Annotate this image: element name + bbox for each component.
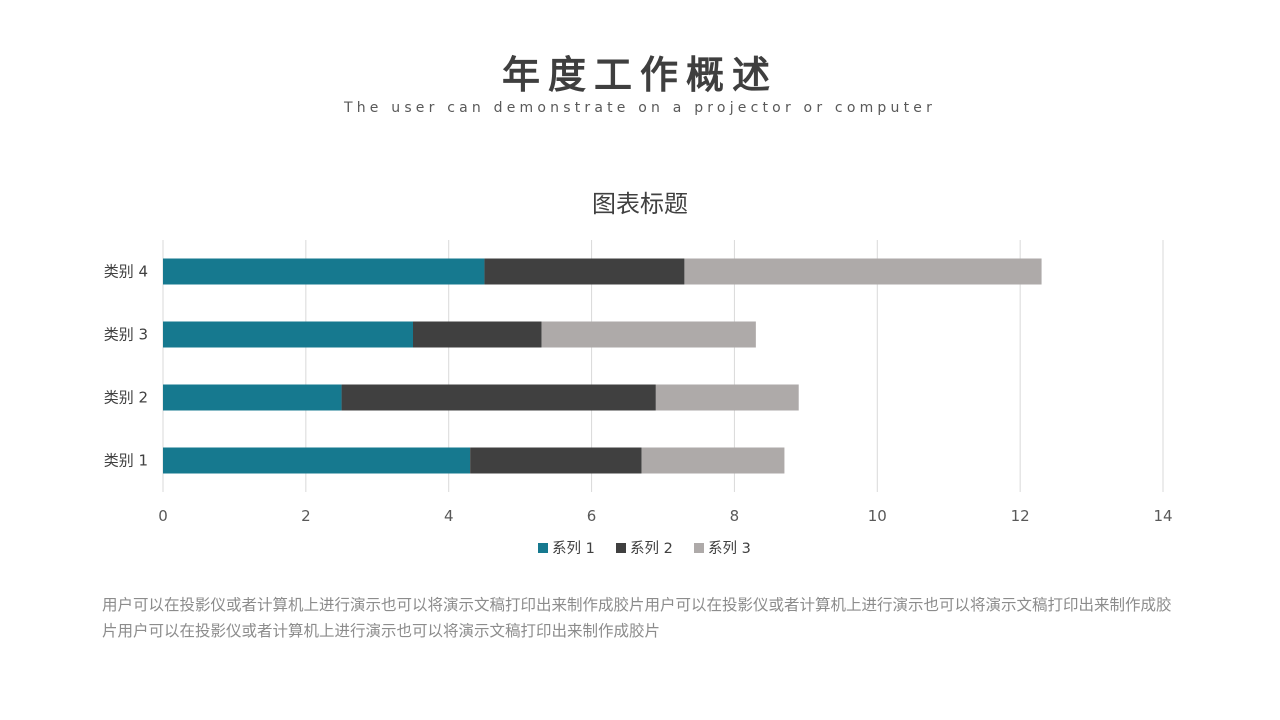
- bar-series-1: [163, 321, 413, 348]
- bar-series-3: [641, 447, 785, 474]
- legend-label: 系列 1: [552, 540, 595, 557]
- page-subtitle: The user can demonstrate on a projector …: [343, 100, 937, 116]
- x-tick-label: 0: [158, 507, 168, 525]
- stacked-bar-chart: 图表标题 0 2 4 6 8 10 12 14 类别 1 类别 2 类别 3 类别 4 系列 1 系列 2 系…: [104, 190, 1173, 557]
- x-tick-label: 12: [1011, 507, 1030, 525]
- bar-series-1: [163, 384, 342, 411]
- bar-series-2: [341, 384, 656, 411]
- chart-title: 图表标题: [592, 190, 688, 218]
- description-paragraph: 用户可以在投影仪或者计算机上进行演示也可以将演示文稿打印出来制作成胶片用户可以在…: [102, 596, 1172, 640]
- x-tick-label: 10: [868, 507, 887, 525]
- legend-label: 系列 3: [708, 540, 751, 557]
- bar-series-2: [413, 321, 542, 348]
- bar-series-2: [484, 258, 685, 285]
- bar-series-1: [163, 447, 471, 474]
- x-tick-label: 8: [730, 507, 740, 525]
- bar-series-3: [684, 258, 1042, 285]
- bar-series-3: [655, 384, 799, 411]
- y-category-label: 类别 4: [104, 263, 148, 281]
- x-tick-label: 6: [587, 507, 597, 525]
- legend-swatch: [538, 543, 548, 553]
- y-category-label: 类别 3: [104, 326, 148, 344]
- x-tick-label: 2: [301, 507, 311, 525]
- bar-series-2: [470, 447, 642, 474]
- y-category-label: 类别 2: [104, 389, 148, 407]
- y-category-label: 类别 1: [104, 452, 148, 470]
- bar-series-3: [541, 321, 756, 348]
- legend-label: 系列 2: [630, 540, 673, 557]
- legend-swatch: [616, 543, 626, 553]
- x-tick-label: 14: [1153, 507, 1172, 525]
- page-title: 年度工作概述: [501, 53, 778, 97]
- bar-series-1: [163, 258, 485, 285]
- x-tick-label: 4: [444, 507, 454, 525]
- legend-swatch: [694, 543, 704, 553]
